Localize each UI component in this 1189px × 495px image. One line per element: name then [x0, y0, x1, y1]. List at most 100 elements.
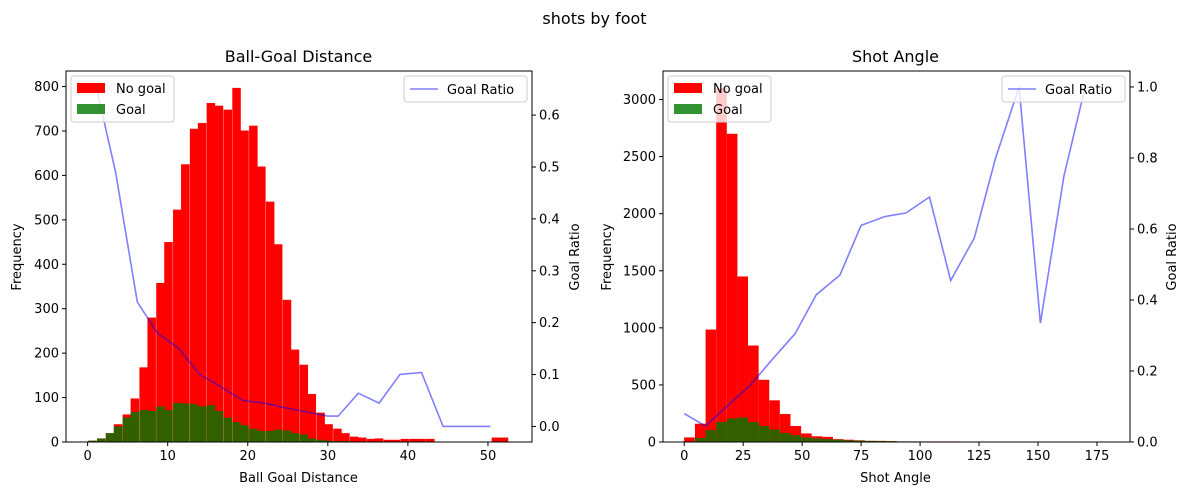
bar-no-goal: [232, 87, 241, 442]
x-tick-label: 175: [1085, 449, 1110, 464]
bar-no-goal: [391, 439, 401, 442]
legend-box: [1001, 75, 1126, 103]
y-tick-label: 200: [34, 347, 59, 362]
bar-no-goal: [197, 122, 207, 442]
legend-swatch-goal: [674, 104, 702, 114]
y-tick-label: 100: [34, 391, 59, 406]
x-tick-label: 150: [1026, 449, 1051, 464]
legend-left: No goal Goal: [70, 75, 175, 123]
x-tick-label: 50: [480, 449, 497, 464]
bar-no-goal: [769, 400, 780, 442]
bar-no-goal: [499, 437, 509, 442]
bar-no-goal: [409, 438, 418, 442]
bar-no-goal: [737, 276, 749, 442]
bar-no-goal: [206, 102, 216, 442]
panel-title: Ball-Goal Distance: [225, 47, 373, 66]
y2-tick-label: 0.4: [1137, 293, 1158, 308]
y-tick-label: 2500: [623, 150, 656, 165]
bar-goal: [122, 417, 132, 442]
bar-goal: [726, 418, 738, 442]
bar-no-goal: [189, 128, 199, 442]
y-tick-label: 1500: [623, 264, 656, 279]
x-tick-label: 20: [239, 449, 256, 464]
panel-ball-goal-distance: Ball-Goal Distance Ball Goal Distance Fr…: [10, 47, 583, 486]
x-tick-label: 40: [400, 449, 417, 464]
bar-no-goal: [684, 437, 695, 442]
bar-no-goal: [374, 438, 384, 442]
legend-box: [403, 75, 528, 103]
y2-tick-label: 0.4: [539, 212, 560, 227]
bar-no-goal: [758, 379, 770, 442]
x-axis-label: Shot Angle: [860, 471, 931, 486]
axes-frame: [65, 70, 533, 443]
bar-goal: [832, 439, 844, 442]
bar-no-goal: [779, 414, 791, 442]
bar-no-goal: [417, 438, 426, 442]
bar-goal: [299, 434, 309, 442]
x-tick-label: 125: [967, 449, 992, 464]
y-tick-label: 500: [34, 213, 59, 228]
y-axis-label: Frequency: [10, 223, 25, 290]
y-tick-label: 2000: [623, 207, 656, 222]
bar-no-goal: [790, 426, 802, 442]
legend-label: Goal: [713, 103, 743, 118]
y2-tick-label: 0.0: [539, 420, 560, 435]
y-tick-label: 300: [34, 302, 59, 317]
bar-no-goal: [156, 282, 165, 442]
bar-goal: [290, 433, 300, 442]
bar-no-goal: [748, 345, 759, 442]
bar-goal: [206, 405, 216, 442]
legend-label: Goal Ratio: [1045, 83, 1112, 98]
legend-swatch-goal: [77, 104, 105, 114]
x-axis-label: Ball Goal Distance: [239, 471, 358, 486]
y-tick-label: 800: [34, 80, 59, 95]
y2-tick-label: 1.0: [1137, 80, 1158, 95]
bar-goal: [822, 439, 833, 442]
legend-swatch-no-goal: [77, 83, 105, 93]
bar-goal: [232, 422, 241, 442]
bar-no-goal: [181, 164, 190, 442]
plot-area: 0 10 20 30 40 5001002003004005006007008000.00…: [34, 70, 560, 464]
bar-goal: [843, 440, 855, 442]
bar-goal: [156, 406, 165, 442]
bar-goal: [273, 429, 283, 442]
bar-goal: [758, 426, 770, 442]
bar-goal: [130, 411, 140, 442]
bar-no-goal: [240, 130, 249, 442]
bar-no-goal: [273, 244, 283, 442]
legend-left: No goal Goal: [667, 75, 772, 123]
legend-label: No goal: [713, 82, 763, 97]
axes-frame: [662, 70, 1131, 443]
panel-title: Shot Angle: [852, 47, 939, 66]
bar-goal: [769, 429, 780, 442]
bar-goal: [139, 410, 148, 442]
y2-tick-label: 0.8: [1137, 151, 1158, 166]
bar-no-goal: [307, 394, 317, 442]
y2-tick-label: 0.1: [539, 368, 560, 383]
bar-goal: [249, 428, 258, 442]
bar-no-goal: [726, 133, 738, 443]
y2-axis-label: Goal Ratio: [568, 223, 583, 290]
bar-goal: [265, 430, 275, 442]
bar-no-goal: [173, 209, 182, 442]
bar-goal: [257, 430, 266, 442]
bar-goal: [223, 417, 232, 442]
bar-no-goal: [282, 299, 292, 442]
bar-no-goal: [341, 433, 350, 442]
y-axis-label: Frequency: [600, 223, 615, 290]
x-tick-label: 10: [159, 449, 176, 464]
y-tick-label: 1000: [623, 321, 656, 336]
bar-no-goal: [716, 88, 727, 442]
x-tick-label: 30: [320, 449, 337, 464]
bar-no-goal: [290, 349, 300, 442]
bar-goal: [173, 402, 182, 442]
bar-goal: [88, 440, 97, 442]
bar-no-goal: [358, 437, 367, 442]
bar-goal: [801, 437, 812, 442]
bar-goal: [189, 404, 199, 442]
y-tick-label: 0: [51, 436, 59, 451]
legend-swatch-no-goal: [674, 83, 702, 93]
y-tick-label: 600: [34, 169, 59, 184]
y2-tick-label: 0.6: [539, 109, 560, 124]
